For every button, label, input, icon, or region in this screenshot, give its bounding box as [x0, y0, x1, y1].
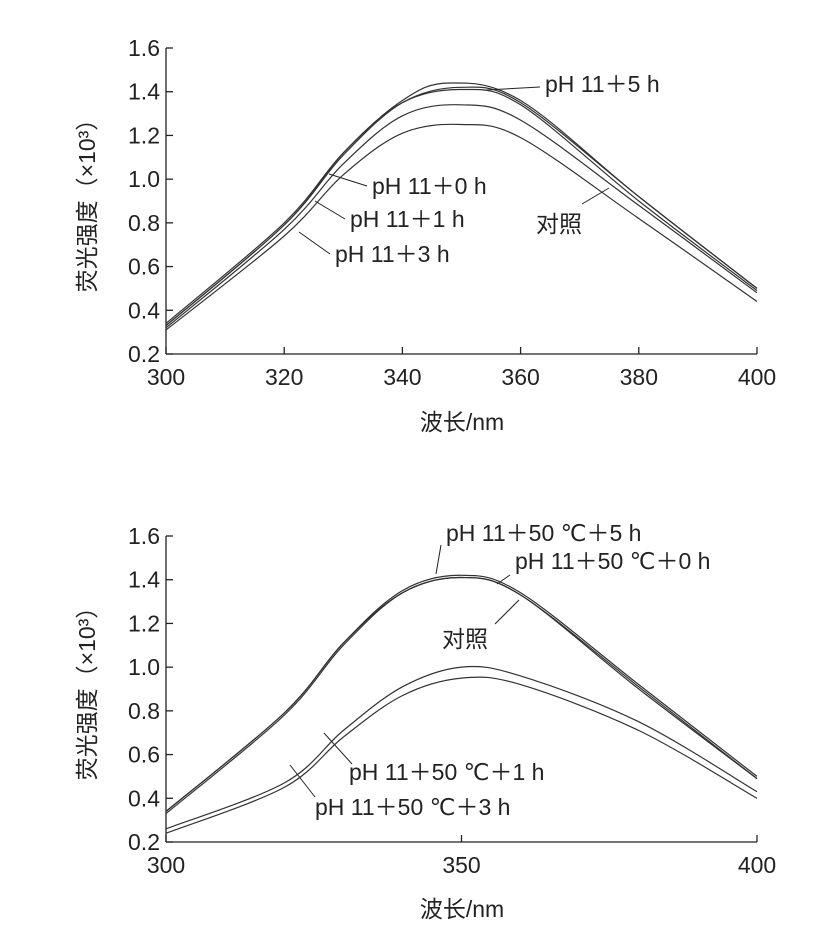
x-tick-label: 320: [265, 364, 303, 390]
series-line-0: [165, 82, 758, 327]
x-tick-label: 340: [383, 364, 421, 390]
series-leader-line: [496, 574, 511, 585]
series-line-2: [165, 576, 758, 812]
y-tick-label: 1.4: [128, 79, 160, 105]
y-tick-label: 0.8: [128, 210, 160, 236]
series-leader-line: [581, 187, 610, 205]
series-label-0: pH 11＋5 h: [545, 71, 660, 97]
y-tick-label: 0.2: [128, 341, 160, 367]
series-label-4: pH 11＋50 ℃＋3 h: [315, 794, 510, 820]
series-label-0: pH 11＋50 ℃＋5 h: [446, 520, 641, 546]
y-axis-title: 荧光强度（×10³）: [74, 596, 100, 781]
series-leader-line: [314, 200, 346, 220]
x-tick-label: 360: [501, 364, 539, 390]
series-leader-line: [328, 173, 368, 187]
y-tick-label: 1.0: [128, 654, 160, 680]
y-tick-label: 0.6: [128, 254, 160, 280]
x-tick-label: 400: [738, 852, 776, 878]
series-label-1: pH 11＋50 ℃＋0 h: [515, 548, 710, 574]
series-line-2: [165, 104, 758, 329]
series-leader-line: [298, 231, 331, 255]
series-label-2: 对照: [442, 626, 488, 652]
series-line-3: [165, 665, 758, 830]
y-tick-label: 1.2: [128, 122, 160, 148]
chart-top: 0.2 0.4 0.6 0.8 1.0 1.2 1.4 1.6 300 320 340 360 380 4…: [74, 35, 776, 435]
chart-bottom: 0.2 0.4 0.6 0.8 1.0 1.2 1.4 1.6 300 350 400 波长/nm 荧光…: [74, 520, 776, 922]
y-tick-label: 0.8: [128, 698, 160, 724]
y-tick-label: 0.4: [128, 297, 160, 323]
series-label-2: pH 11＋1 h: [350, 206, 465, 232]
series-leader-line: [494, 599, 520, 625]
series-label-3: pH 11＋50 ℃＋1 h: [349, 759, 544, 785]
series-leader-line: [323, 732, 353, 765]
x-tick-label: 380: [620, 364, 658, 390]
x-axis-title: 波长/nm: [420, 409, 504, 435]
x-tick-label: 300: [147, 364, 185, 390]
y-tick-label: 1.6: [128, 523, 160, 549]
y-tick-label: 0.2: [128, 829, 160, 855]
y-tick-label: 1.6: [128, 35, 160, 61]
series-label-1: pH 11＋0 h: [372, 173, 487, 199]
series-line-1: [165, 86, 758, 327]
y-tick-label: 1.4: [128, 567, 160, 593]
series-label-4: 对照: [536, 211, 582, 237]
series-line-4: [165, 676, 758, 834]
x-tick-label: 300: [147, 852, 185, 878]
series-label-3: pH 11＋3 h: [335, 241, 450, 267]
y-tick-label: 1.0: [128, 166, 160, 192]
y-axis-title: 荧光强度（×10³）: [74, 108, 100, 293]
y-tick-label: 0.4: [128, 785, 160, 811]
x-axis-title: 波长/nm: [420, 896, 504, 922]
series-line-3: [165, 123, 758, 331]
y-tick-label: 0.6: [128, 742, 160, 768]
series-leader-line: [435, 544, 442, 575]
y-tick-label: 1.2: [128, 610, 160, 636]
series-leader-line: [289, 764, 316, 798]
series-line-4: [165, 88, 758, 324]
x-tick-label: 350: [442, 852, 480, 878]
x-tick-label: 400: [738, 364, 776, 390]
